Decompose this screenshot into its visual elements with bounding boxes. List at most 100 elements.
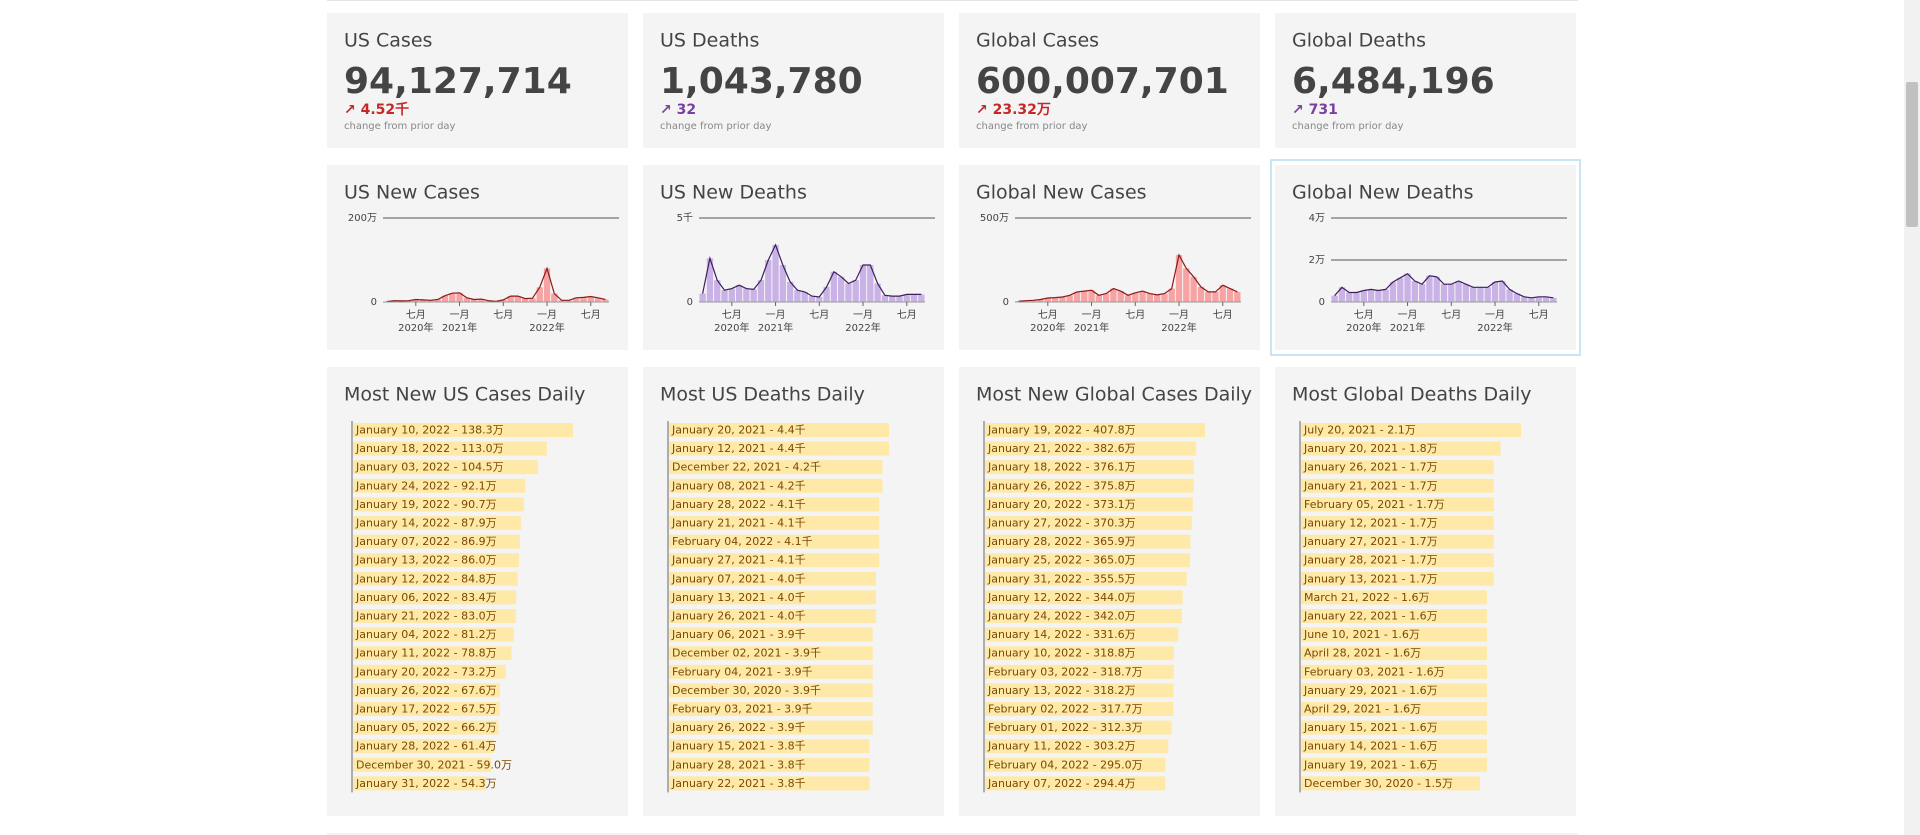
x-tick-year: 2022年 <box>529 321 564 334</box>
bar <box>1037 299 1044 302</box>
kpi-note: change from prior day <box>660 121 772 132</box>
bar <box>353 423 573 437</box>
bar <box>1397 277 1404 302</box>
hover-outline <box>1270 159 1581 356</box>
bar <box>1448 284 1455 302</box>
bar <box>1491 282 1499 302</box>
bar <box>507 296 514 302</box>
kpi-change: ↗ 32 <box>660 102 696 118</box>
x-tick-label: 七月 <box>1529 309 1549 321</box>
bar <box>1462 284 1470 302</box>
bar-label: January 07, 2022 - 86.9万 <box>355 535 497 548</box>
bar <box>1301 441 1501 456</box>
bar <box>353 757 492 772</box>
x-tick-year: 2020年 <box>1030 321 1065 334</box>
bar <box>1367 289 1375 302</box>
x-tick-year: 2021年 <box>1074 321 1109 334</box>
bar <box>852 280 859 302</box>
bar <box>669 776 870 791</box>
kpi-value: 600,007,701 <box>976 61 1229 102</box>
bar <box>434 299 441 302</box>
y-tick-label: 0 <box>1319 297 1325 308</box>
x-tick-label: 七月 <box>1354 309 1374 321</box>
bar <box>669 534 880 549</box>
x-tick-label: 一月 <box>853 309 873 321</box>
bar <box>558 300 565 302</box>
x-tick-year: 2020年 <box>398 321 433 334</box>
top-list-card: Most US Deaths Daily January 20, 2021 - 4… <box>643 367 944 816</box>
bar <box>1331 295 1338 302</box>
bar-label: January 31, 2022 - 355.5万 <box>987 572 1136 585</box>
bar <box>353 739 494 754</box>
bar <box>1433 276 1440 302</box>
bar <box>985 720 1172 735</box>
bar <box>1301 534 1494 549</box>
bar <box>1301 720 1487 735</box>
bar-label: January 21, 2021 - 1.7万 <box>1303 479 1438 492</box>
bar <box>1542 296 1550 302</box>
bar <box>1301 478 1494 493</box>
bar <box>985 739 1169 754</box>
bar <box>669 720 873 735</box>
bar <box>1088 290 1095 302</box>
bar-label: January 10, 2022 - 318.8万 <box>987 647 1136 660</box>
bar <box>353 683 500 698</box>
bar-label: July 20, 2021 - 2.1万 <box>1303 424 1416 437</box>
bar <box>478 299 485 302</box>
bar <box>669 516 880 530</box>
bar <box>669 664 873 679</box>
bar <box>1301 497 1494 512</box>
bar <box>1030 300 1037 302</box>
bar <box>1301 757 1487 772</box>
kpi-change: ↗ 23.32万 <box>976 102 1051 118</box>
bar-label: January 12, 2022 - 344.0万 <box>987 591 1136 604</box>
bar <box>1073 291 1081 302</box>
bar <box>1117 291 1124 302</box>
scrollbar-thumb[interactable] <box>1906 82 1918 227</box>
card-title: Most US Deaths Daily <box>660 384 865 406</box>
bar <box>1124 295 1132 302</box>
bar <box>565 300 573 302</box>
bar-label: February 04, 2022 - 4.1千 <box>672 535 813 548</box>
bar <box>353 497 524 512</box>
bar-label: January 06, 2022 - 83.4万 <box>355 591 497 604</box>
x-tick-label: 一月 <box>1485 309 1505 321</box>
bar <box>449 293 456 302</box>
x-tick-label: 七月 <box>1441 309 1461 321</box>
bar <box>1301 609 1487 623</box>
x-tick-label: 七月 <box>897 309 917 321</box>
bar <box>1338 287 1346 302</box>
bar <box>985 664 1174 679</box>
x-tick-year: 2022年 <box>845 321 880 334</box>
bar-label: January 22, 2021 - 1.6万 <box>1303 610 1438 623</box>
bar <box>390 300 398 302</box>
bar <box>353 534 520 549</box>
bar-label: January 18, 2022 - 113.0万 <box>355 442 504 455</box>
bar <box>1051 297 1059 302</box>
bar <box>1219 285 1226 302</box>
kpi-card: Global Deaths 6,484,196↗ 731 change from p… <box>1275 13 1576 148</box>
x-tick-label: 七月 <box>406 309 426 321</box>
x-tick-label: 一月 <box>537 309 557 321</box>
bar <box>985 590 1183 605</box>
bar <box>500 299 507 302</box>
bar <box>669 646 873 661</box>
bar <box>1301 683 1487 698</box>
bar-label: January 26, 2021 - 1.7万 <box>1303 461 1438 474</box>
bar-label: January 26, 2022 - 3.9千 <box>671 721 806 734</box>
bar <box>838 276 845 302</box>
bar-label: January 24, 2022 - 342.0万 <box>987 610 1136 623</box>
bar <box>353 571 518 586</box>
x-tick-label: 一月 <box>1169 309 1189 321</box>
bar <box>1161 293 1168 302</box>
bar <box>985 478 1194 493</box>
card-background <box>327 165 628 350</box>
bar <box>353 664 506 679</box>
bar <box>830 271 838 302</box>
bar <box>1346 292 1353 302</box>
bar-label: January 26, 2022 - 67.6万 <box>355 684 497 697</box>
kpi-value: 1,043,780 <box>660 61 863 102</box>
bar-label: January 26, 2022 - 375.8万 <box>987 479 1136 492</box>
bar <box>728 288 735 302</box>
